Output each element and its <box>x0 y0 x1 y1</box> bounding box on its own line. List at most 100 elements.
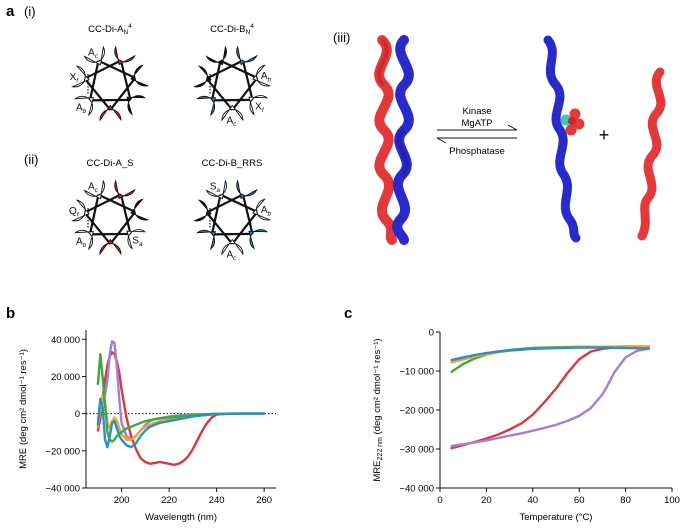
residue-kg: Kg <box>196 229 216 251</box>
wheel-connections <box>83 193 137 245</box>
residue-ab: Ab <box>74 95 94 117</box>
residue-re: Re <box>236 179 258 200</box>
wheel-title: CC-Di-B_RRS <box>202 158 263 169</box>
series-line-3 <box>450 345 650 373</box>
x-tick-label: 40 <box>528 495 539 506</box>
residue-ia: Ia <box>205 45 227 66</box>
series-line-5 <box>450 346 650 362</box>
residue-eg: Eg <box>114 45 136 66</box>
residue-sa: Sa <box>126 229 147 250</box>
residue-ke: Ke <box>236 45 258 66</box>
panel-label-iii: (iii) <box>333 30 350 45</box>
helical-wheels: CC-Di-AN4 Eg Ld Ia Ee Ab Xf Ac CC-Di-BN4 Ke Ab Xf Ac… <box>69 23 272 262</box>
x-tick-label: 200 <box>114 495 130 506</box>
helical-wheel-3: CC-Di-A_S Eg Ld Sa Ee Ab Qf Ac <box>69 158 150 262</box>
svg-text:Ia: Ia <box>134 102 141 115</box>
x-axis-label: Temperature (°C) <box>520 512 593 523</box>
svg-text:Ke: Ke <box>241 47 252 60</box>
y-tick-label: −30 000 <box>399 445 434 456</box>
svg-text:Ld: Ld <box>139 71 150 84</box>
residue-ab: Ab <box>252 64 272 87</box>
y-tick-label: −20 000 <box>399 406 434 417</box>
panel-label-i: (i) <box>24 4 36 19</box>
x-tick-label: 220 <box>161 495 177 506</box>
y-axis-label: MRE222 nm (deg cm² dmol⁻¹ res⁻¹) <box>372 338 384 481</box>
residue-kg: Kg <box>196 95 216 117</box>
residue-ee: Ee <box>99 104 122 128</box>
svg-text:Ac: Ac <box>88 181 99 194</box>
svg-text:Xf: Xf <box>255 102 265 115</box>
svg-text:Ab: Ab <box>76 102 87 115</box>
helical-wheel-4: CC-Di-B_RRS Re Ab Rf Ac Kg Ld Sa <box>191 158 272 262</box>
svg-text:Rf: Rf <box>255 236 265 249</box>
svg-text:Eg: Eg <box>119 47 130 60</box>
panel-label-b: b <box>6 305 15 322</box>
y-tick-label: 20 000 <box>51 372 80 383</box>
x-tick-label: 100 <box>664 495 680 506</box>
equilibrium-arrows <box>436 124 518 144</box>
wheel-title: CC-Di-A_S <box>87 158 134 169</box>
residue-xf: Xf <box>70 65 90 88</box>
svg-text:Ac: Ac <box>226 249 237 262</box>
residue-ac: Ac <box>83 45 105 66</box>
wheel-connections <box>83 59 137 111</box>
x-tick-label: 260 <box>256 495 272 506</box>
svg-text:Ee: Ee <box>104 115 115 128</box>
y-tick-label: −10 000 <box>399 367 434 378</box>
residue-ac: Ac <box>221 238 244 262</box>
residue-ac: Ac <box>221 104 244 128</box>
y-tick-label: −40 000 <box>399 484 434 495</box>
residue-ee: Ee <box>99 238 122 262</box>
svg-text:Ac: Ac <box>88 47 99 60</box>
kinase-label: Kinase <box>462 106 491 117</box>
y-tick-label: −20 000 <box>45 446 80 457</box>
wheel-connections <box>205 59 259 111</box>
svg-text:Xf: Xf <box>70 72 80 85</box>
free-monomer-graphic <box>637 67 666 241</box>
x-tick-label: 240 <box>209 495 225 506</box>
svg-text:Ee: Ee <box>104 249 115 262</box>
panel-label-c: c <box>344 305 352 322</box>
series-line-1 <box>450 346 650 450</box>
residue-ld: Ld <box>130 198 150 221</box>
helical-wheel-2: CC-Di-BN4 Ke Ab Xf Ac Kg Ld Ia <box>191 23 272 128</box>
svg-text:Ld: Ld <box>191 206 202 219</box>
panel-label-a: a <box>6 3 15 20</box>
svg-text:Ab: Ab <box>261 205 272 218</box>
svg-text:Kg: Kg <box>198 102 209 115</box>
y-tick-label: 0 <box>75 409 80 420</box>
series-line-5 <box>96 397 266 449</box>
residue-ia: Ia <box>126 95 147 116</box>
y-tick-label: 40 000 <box>51 335 80 346</box>
phosphorylated-monomer-graphic <box>543 35 585 243</box>
residue-ac: Ac <box>83 179 105 200</box>
residue-rf: Rf <box>248 229 269 250</box>
helical-wheel-1: CC-Di-AN4 Eg Ld Ia Ee Ab Xf Ac <box>70 23 150 128</box>
svg-text:Ab: Ab <box>261 71 272 84</box>
svg-text:Sa: Sa <box>132 236 143 249</box>
x-tick-label: 20 <box>481 495 492 506</box>
residue-xf: Xf <box>248 95 269 116</box>
wheel-connections <box>205 193 259 245</box>
svg-text:Ld: Ld <box>191 72 202 85</box>
phosphorylation-scheme: Kinase MgATP Phosphatase + <box>374 35 666 245</box>
x-tick-label: 0 <box>437 495 442 506</box>
residue-ld: Ld <box>191 65 212 88</box>
residue-ab: Ab <box>252 198 272 221</box>
x-axis-label: Wavelength (nm) <box>145 512 217 523</box>
panel-label-ii: (ii) <box>24 152 38 167</box>
svg-text:Sa: Sa <box>210 181 221 194</box>
y-axis-label: MRE (deg cm² dmol⁻¹ res⁻¹) <box>18 349 29 469</box>
cd-spectra-chart: −40 000 −20 000 0 20 000 40 000 200 220 240 260 W… <box>18 330 276 523</box>
residue-ld: Ld <box>130 64 150 87</box>
svg-text:Ac: Ac <box>226 115 237 128</box>
series-line-1 <box>96 351 266 466</box>
svg-text:Ab: Ab <box>76 236 87 249</box>
svg-text:Eg: Eg <box>119 181 130 194</box>
svg-text:Qf: Qf <box>69 206 80 219</box>
residue-ab: Ab <box>74 229 94 251</box>
x-tick-label: 80 <box>620 495 631 506</box>
wheel-title: CC-Di-AN4 <box>88 23 132 36</box>
svg-text:Re: Re <box>241 181 252 194</box>
